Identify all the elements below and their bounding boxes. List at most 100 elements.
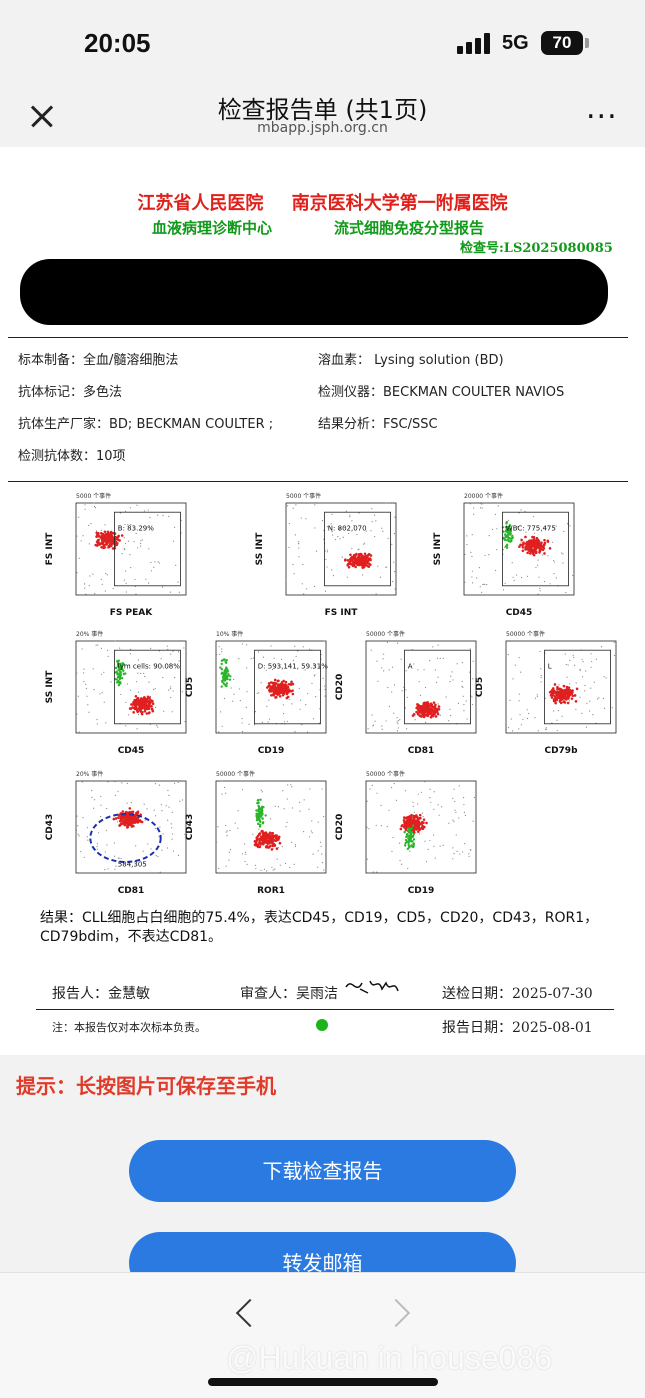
plot-event	[539, 590, 541, 592]
back-arrow-icon[interactable]	[235, 1298, 265, 1328]
plot-event	[368, 828, 370, 830]
plot-frame	[215, 780, 327, 874]
plot-event	[463, 811, 466, 813]
plot-event	[130, 524, 132, 526]
plot-event	[127, 714, 130, 716]
download-report-button[interactable]: 下载检查报告	[129, 1140, 516, 1202]
plot-event	[453, 820, 455, 823]
plot-event	[388, 669, 390, 671]
flow-plot: 50000 个事件 L CD79b CD5	[470, 627, 620, 759]
plot-event	[268, 699, 270, 701]
plot-event	[104, 534, 107, 538]
plot-event	[120, 822, 124, 825]
plot-event	[425, 709, 429, 713]
plot-event	[170, 688, 172, 690]
plot-event	[257, 801, 260, 805]
plot-event	[313, 675, 315, 677]
plot-event	[386, 566, 388, 568]
plot-event	[78, 557, 80, 559]
plot-event	[429, 788, 431, 790]
plot-event	[371, 714, 373, 716]
plot-event	[153, 566, 155, 568]
plot-event	[148, 548, 150, 550]
plot-event	[171, 711, 173, 713]
plot-event	[295, 504, 297, 506]
plot-event	[385, 566, 387, 569]
plot-event	[409, 838, 412, 841]
plot-event	[358, 553, 362, 557]
plot-event	[129, 689, 132, 691]
plot-event	[571, 694, 575, 698]
plot-event	[534, 697, 537, 699]
plot-event	[81, 781, 83, 783]
plot-event	[83, 583, 86, 585]
plot-event	[409, 833, 412, 837]
plot-event	[471, 582, 474, 584]
plot-event	[99, 535, 103, 538]
plot-event	[528, 552, 532, 555]
plot-event	[401, 823, 404, 827]
plot-event	[77, 833, 79, 835]
plot-event	[412, 826, 415, 829]
plot-event	[538, 576, 540, 578]
plot-event	[579, 669, 581, 671]
plot-event	[509, 532, 512, 535]
plot-event	[455, 834, 457, 836]
plot-event	[449, 681, 451, 683]
plot-event	[552, 698, 556, 701]
plot-event	[430, 801, 432, 804]
plot-event	[87, 839, 89, 841]
plot-event	[573, 656, 575, 659]
plot-event	[331, 534, 334, 536]
plot-event	[357, 563, 360, 567]
plot-event	[364, 559, 368, 562]
plot-event	[78, 835, 80, 837]
plot-event	[369, 788, 371, 790]
plot-event	[376, 792, 378, 794]
plot-event	[150, 848, 152, 850]
plot-event	[541, 548, 545, 552]
plot-event	[272, 843, 276, 846]
more-icon[interactable]: ...	[586, 91, 618, 126]
plot-event	[422, 706, 426, 709]
plot-event	[581, 658, 583, 661]
plot-event	[272, 869, 274, 871]
plot-event	[128, 821, 132, 825]
plot-event	[283, 691, 286, 695]
plot-event	[218, 646, 220, 648]
plot-event	[556, 696, 559, 700]
forward-arrow-icon[interactable]	[381, 1298, 411, 1328]
plot-event	[405, 835, 408, 839]
plot-event	[417, 826, 421, 829]
plot-event	[423, 701, 427, 705]
plot-event	[613, 641, 615, 644]
plot-event	[502, 530, 505, 533]
plot-event	[108, 542, 112, 546]
plot-event	[385, 720, 387, 722]
plot-event	[257, 804, 260, 808]
home-indicator[interactable]	[208, 1378, 438, 1386]
plot-event	[448, 822, 450, 824]
plot-frame	[75, 640, 187, 734]
plot-event	[96, 718, 98, 721]
report-image[interactable]: 江苏省人民医院 南京医科大学第一附属医院 血液病理诊断中心 流式细胞免疫分型报告…	[0, 147, 645, 1055]
plot-event	[314, 527, 316, 529]
plot-event	[570, 692, 573, 696]
plot-event	[367, 562, 371, 565]
plot-event	[504, 545, 508, 548]
plot-event	[245, 853, 247, 855]
plot-event	[495, 569, 497, 572]
plot-event	[96, 731, 99, 734]
plot-event	[557, 694, 561, 698]
plot-event	[462, 797, 465, 799]
page-title: 检查报告单 (共1页)	[217, 96, 428, 124]
plot-event	[154, 827, 156, 830]
plot-event	[459, 853, 461, 855]
plot-event	[405, 670, 407, 672]
plot-event	[534, 545, 538, 548]
plot-event	[422, 711, 425, 714]
plot-event	[246, 667, 248, 669]
plot-event	[93, 689, 95, 691]
plot-event	[581, 712, 583, 714]
plot-event	[153, 809, 155, 811]
